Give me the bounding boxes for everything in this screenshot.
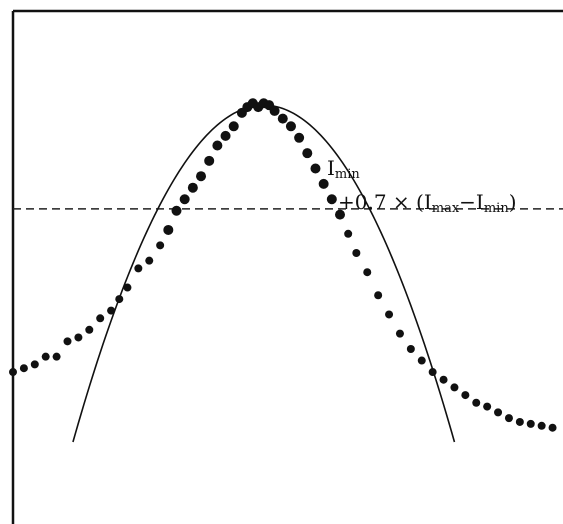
data-point: [504, 414, 513, 423]
annotation-line-1: Imin: [327, 156, 360, 182]
data-point: [318, 178, 329, 189]
data-point: [74, 333, 83, 342]
annotation-line-2: +0.7 × (Imax−Imin): [338, 190, 517, 216]
data-point: [406, 345, 415, 353]
data-point: [156, 241, 165, 250]
data-point: [395, 329, 404, 338]
data-point: [204, 155, 215, 166]
data-point: [41, 352, 50, 361]
data-point: [30, 360, 39, 369]
data-point: [537, 421, 546, 430]
data-point: [302, 148, 313, 159]
data-point: [310, 163, 321, 174]
data-point: [363, 268, 372, 277]
data-point: [145, 256, 154, 265]
data-point: [220, 130, 231, 141]
data-point: [269, 105, 280, 116]
data-point: [374, 291, 383, 300]
axes: [11, 9, 563, 524]
data-point: [187, 182, 198, 193]
data-point: [163, 224, 174, 235]
data-point: [417, 356, 426, 365]
data-point: [171, 205, 182, 216]
annotation: Imin +0.7 × (Imax−Imin): [327, 156, 517, 216]
data-point: [326, 194, 337, 205]
data-point: [483, 402, 492, 411]
data-point: [277, 113, 288, 124]
data-point: [548, 423, 557, 432]
data-point: [494, 408, 503, 417]
data-point: [123, 283, 132, 292]
data-point: [134, 264, 143, 273]
data-point: [179, 194, 190, 205]
data-point: [96, 314, 105, 323]
data-point: [472, 398, 481, 407]
data-point: [285, 121, 296, 132]
data-point: [19, 364, 28, 373]
data-point: [294, 132, 305, 143]
data-point: [107, 306, 116, 315]
data-point: [385, 310, 394, 319]
data-point: [212, 140, 223, 151]
data-point: [9, 368, 17, 377]
data-point: [196, 171, 207, 182]
data-point: [115, 295, 124, 304]
data-point: [52, 352, 61, 361]
data-point: [335, 209, 345, 220]
data-point: [526, 419, 535, 428]
data-point: [428, 368, 437, 377]
data-points: [9, 98, 557, 432]
data-point: [63, 337, 72, 346]
data-point: [344, 229, 353, 238]
data-point: [450, 383, 459, 392]
data-point: [228, 121, 239, 132]
data-point: [352, 249, 361, 257]
data-point: [515, 417, 524, 426]
data-point: [439, 375, 448, 384]
data-point: [461, 391, 470, 400]
data-point: [85, 325, 94, 334]
